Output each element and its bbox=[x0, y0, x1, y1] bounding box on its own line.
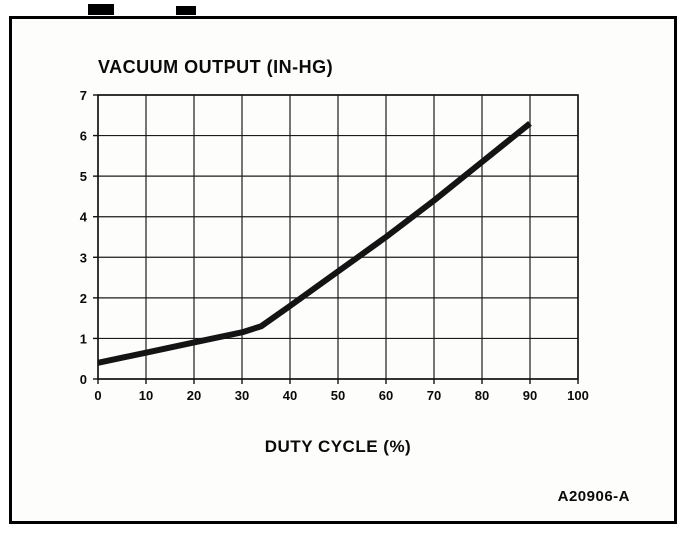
x-tick-label: 90 bbox=[523, 388, 537, 403]
x-tick-label: 0 bbox=[94, 388, 101, 403]
x-axis-label: DUTY CYCLE (%) bbox=[264, 437, 412, 456]
y-tick-label: 5 bbox=[80, 169, 87, 184]
x-tick-label: 20 bbox=[187, 388, 201, 403]
y-tick-label: 2 bbox=[80, 291, 87, 306]
y-tick-label: 7 bbox=[80, 88, 87, 103]
x-tick-label: 30 bbox=[235, 388, 249, 403]
y-tick-label: 0 bbox=[80, 372, 87, 387]
y-tick-label: 3 bbox=[80, 250, 87, 265]
vacuum-output-chart: 0 10 20 30 40 50 60 70 80 90 100 0 1 2 3 4 5 6 7 bbox=[80, 88, 589, 403]
x-tick-label: 40 bbox=[283, 388, 297, 403]
x-tick-label: 10 bbox=[139, 388, 153, 403]
chart-title: VACUUM OUTPUT (IN-HG) bbox=[98, 57, 334, 77]
figure-frame: VACUUM OUTPUT (IN-HG) 0 10 20 30 40 50 60 70 80 9… bbox=[9, 16, 677, 524]
figure-code: A20906-A bbox=[557, 488, 630, 505]
scan-artifact bbox=[176, 6, 196, 15]
x-tick-label: 50 bbox=[331, 388, 345, 403]
y-tick-label: 1 bbox=[80, 331, 87, 346]
x-tick-label: 100 bbox=[567, 388, 589, 403]
y-tick-label: 4 bbox=[80, 210, 88, 225]
x-tick-label: 70 bbox=[427, 388, 441, 403]
data-line bbox=[97, 121, 532, 366]
x-tick-label: 80 bbox=[475, 388, 489, 403]
scan-artifact bbox=[88, 4, 114, 15]
y-tick-label: 6 bbox=[80, 129, 87, 144]
x-tick-label: 60 bbox=[379, 388, 393, 403]
